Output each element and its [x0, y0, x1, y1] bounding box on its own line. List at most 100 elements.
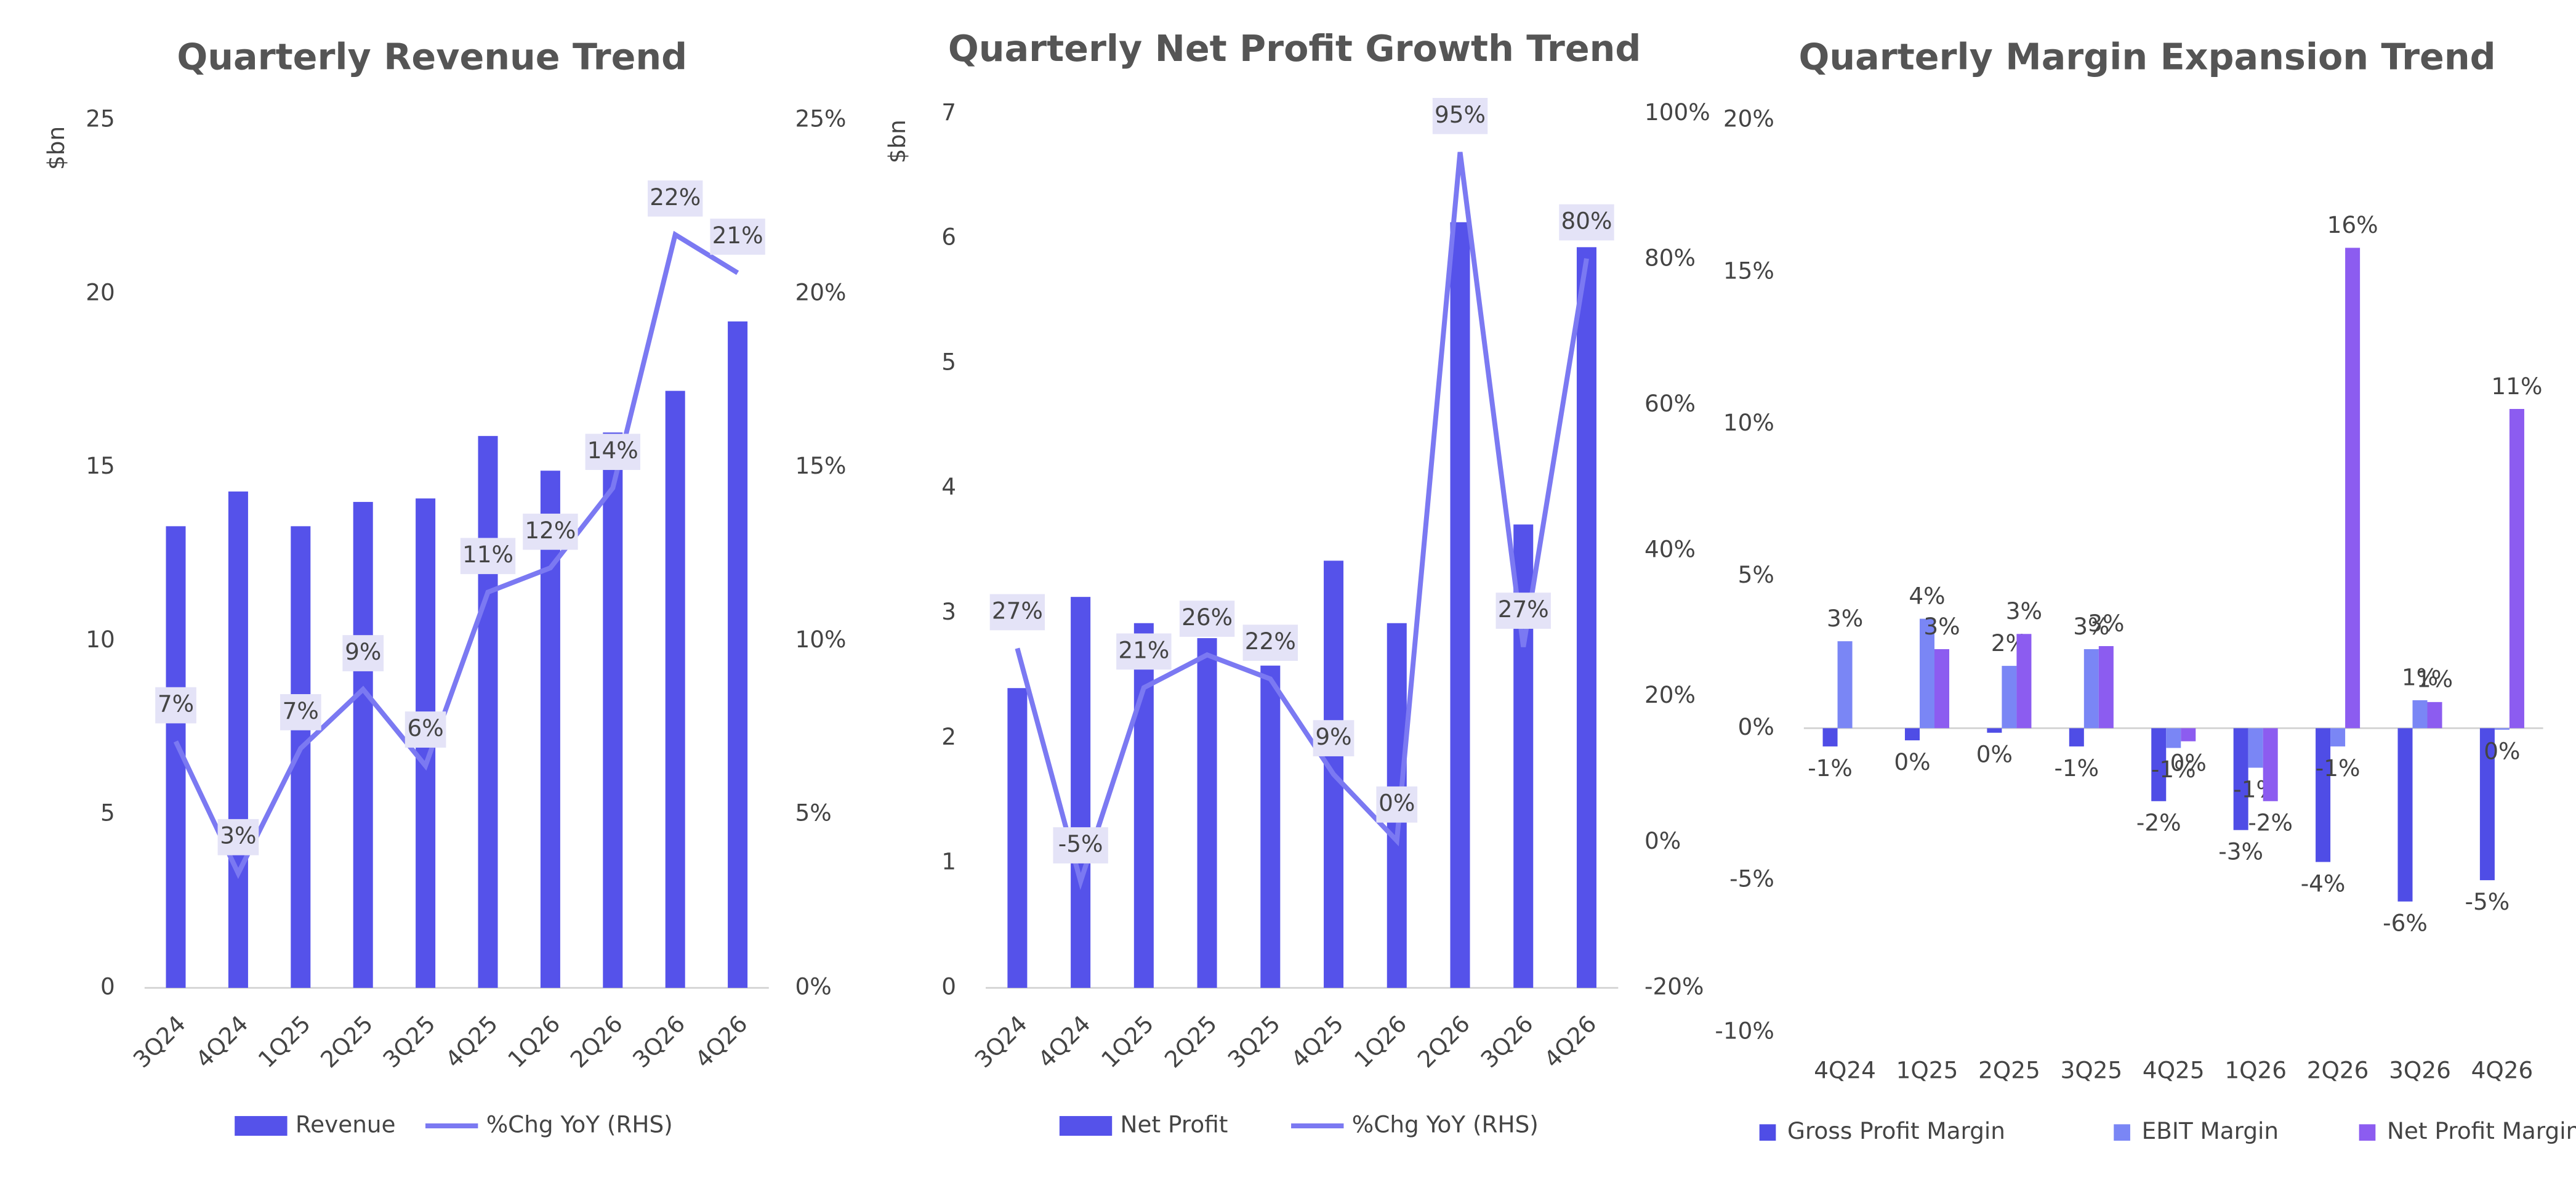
data-label: 0%: [1976, 741, 2013, 768]
y-tick-label: 5%: [1738, 561, 1774, 588]
y-tick-label: 15: [86, 452, 115, 479]
y2-tick-label: 15%: [795, 452, 846, 479]
x-tick-label: 3Q26: [2389, 1057, 2451, 1084]
legend-label: %Chg YoY (RHS): [1352, 1111, 1539, 1138]
data-label: -6%: [2383, 910, 2428, 937]
y2-tick-label: 20%: [795, 278, 846, 305]
x-tick-label: 2Q25: [1978, 1057, 2040, 1084]
bar: [228, 491, 248, 988]
legend-swatch: [1059, 1116, 1113, 1136]
data-label: -1%: [2316, 754, 2361, 782]
bar: [2233, 728, 2248, 830]
data-label: 3%: [220, 822, 256, 849]
y-tick-label: 15%: [1723, 257, 1774, 284]
x-tick-label: 3Q24: [970, 1010, 1032, 1073]
data-label-box: [648, 180, 703, 217]
bar: [2509, 408, 2524, 729]
chart-panel: Quarterly Margin Expansion Trend -10% -5% 0…: [1715, 36, 2576, 1144]
x-tick-label: 2Q25: [1159, 1010, 1222, 1073]
data-label-box: [1376, 786, 1418, 823]
bar: [2397, 728, 2413, 902]
y-axis-label: $bn: [883, 119, 911, 163]
data-label: -4%: [2301, 870, 2346, 897]
bar: [2016, 634, 2032, 729]
bar: [2494, 728, 2510, 730]
data-label-box: [155, 687, 196, 724]
y-tick-label: 10%: [1723, 409, 1774, 436]
data-label: 1%: [2417, 666, 2453, 693]
bar: [2248, 728, 2263, 768]
bar: [2412, 700, 2428, 729]
bar: [1919, 618, 1935, 729]
y-tick-label: 7: [941, 99, 956, 126]
data-label-box: [1495, 593, 1551, 629]
data-label: 11%: [2491, 373, 2542, 400]
y-tick-label: 3: [941, 598, 956, 625]
bar: [603, 432, 623, 988]
data-label: 0%: [2170, 749, 2207, 776]
data-label: 3%: [2006, 597, 2042, 625]
legend-swatch: [1759, 1124, 1776, 1141]
bar: [1822, 728, 1838, 746]
bar: [353, 501, 373, 988]
y-tick-label: 6: [941, 224, 956, 251]
data-label: 4%: [1909, 582, 1945, 609]
y-tick-label: 5: [100, 799, 115, 827]
x-tick-label: 2Q26: [2307, 1057, 2369, 1084]
y-tick-label: 4: [941, 473, 956, 500]
y-tick-label: -10%: [1715, 1017, 1774, 1044]
x-tick-label: 1Q25: [1096, 1010, 1159, 1073]
bar: [2479, 728, 2495, 881]
bar: [2263, 728, 2278, 801]
y2-tick-label: -20%: [1644, 973, 1704, 1000]
data-label: -1%: [1808, 754, 1853, 782]
data-label: 9%: [1315, 723, 1351, 750]
data-label: 27%: [1498, 596, 1549, 623]
y2-tick-label: 100%: [1644, 99, 1710, 126]
x-tick-label: 4Q25: [2143, 1057, 2205, 1084]
data-label: 0%: [2484, 738, 2520, 765]
y2-tick-label: 20%: [1644, 681, 1696, 708]
bar: [2098, 646, 2114, 729]
line: [173, 230, 739, 880]
bar: [478, 435, 498, 988]
data-label: 14%: [587, 437, 638, 464]
y-tick-label: 25: [86, 105, 115, 132]
data-label-box: [1116, 633, 1172, 670]
data-label: 0%: [1379, 790, 1415, 817]
bar: [1197, 638, 1217, 988]
data-label-box: [1313, 720, 1354, 756]
data-label: 3%: [1827, 605, 1863, 632]
data-label: 7%: [158, 690, 194, 718]
x-tick-label: 3Q25: [1222, 1010, 1285, 1073]
legend-swatch: [2114, 1124, 2130, 1141]
line: [1015, 152, 1589, 891]
y-tick-label: 5: [941, 348, 956, 375]
x-tick-label: 2Q26: [1412, 1010, 1475, 1073]
data-label: -2%: [2248, 809, 2293, 836]
x-tick-label: 3Q25: [377, 1010, 440, 1073]
y-tick-label: 0: [941, 973, 956, 1000]
x-tick-label: 1Q25: [1896, 1057, 1958, 1084]
data-label: 27%: [992, 597, 1043, 624]
data-label-box: [523, 513, 578, 550]
bar: [2316, 728, 2331, 862]
x-tick-label: 4Q24: [1814, 1057, 1876, 1084]
chart-panel: Quarterly Revenue Trend $bn 0 5 10 15 20 25 0% 5%…: [42, 36, 847, 1138]
x-tick-label: 4Q26: [2471, 1057, 2534, 1084]
legend-label: Net Profit: [1121, 1111, 1228, 1138]
y2-tick-label: 40%: [1644, 536, 1696, 563]
x-tick-label: 1Q26: [502, 1010, 565, 1073]
x-tick-label: 4Q26: [1539, 1010, 1601, 1073]
data-label: 1%: [2402, 664, 2438, 691]
legend-label: Gross Profit Margin: [1787, 1117, 2005, 1144]
bar: [728, 321, 748, 988]
x-tick-label: 4Q26: [690, 1010, 752, 1073]
data-label-box: [217, 819, 259, 855]
bar: [1576, 247, 1596, 988]
data-label-box: [585, 434, 640, 471]
data-label: 11%: [462, 541, 513, 568]
data-label: 12%: [525, 517, 576, 544]
bar: [1260, 665, 1281, 988]
